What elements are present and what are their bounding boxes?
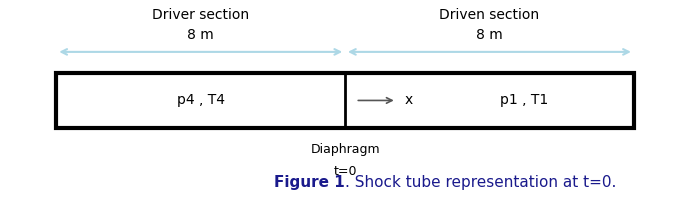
Text: 8 m: 8 m	[187, 28, 214, 42]
Text: 8 m: 8 m	[476, 28, 503, 42]
Text: . Shock tube representation at t=0.: . Shock tube representation at t=0.	[345, 175, 617, 190]
Text: Driver section: Driver section	[152, 8, 249, 22]
Text: p1 , T1: p1 , T1	[500, 93, 548, 107]
Text: p4 , T4: p4 , T4	[177, 93, 225, 107]
Text: Driven section: Driven section	[439, 8, 539, 22]
Text: x: x	[405, 93, 413, 107]
Text: t=0: t=0	[333, 164, 357, 177]
Text: Figure 1: Figure 1	[274, 175, 345, 190]
Text: Diaphragm: Diaphragm	[310, 143, 380, 156]
Bar	[56, 73, 634, 128]
